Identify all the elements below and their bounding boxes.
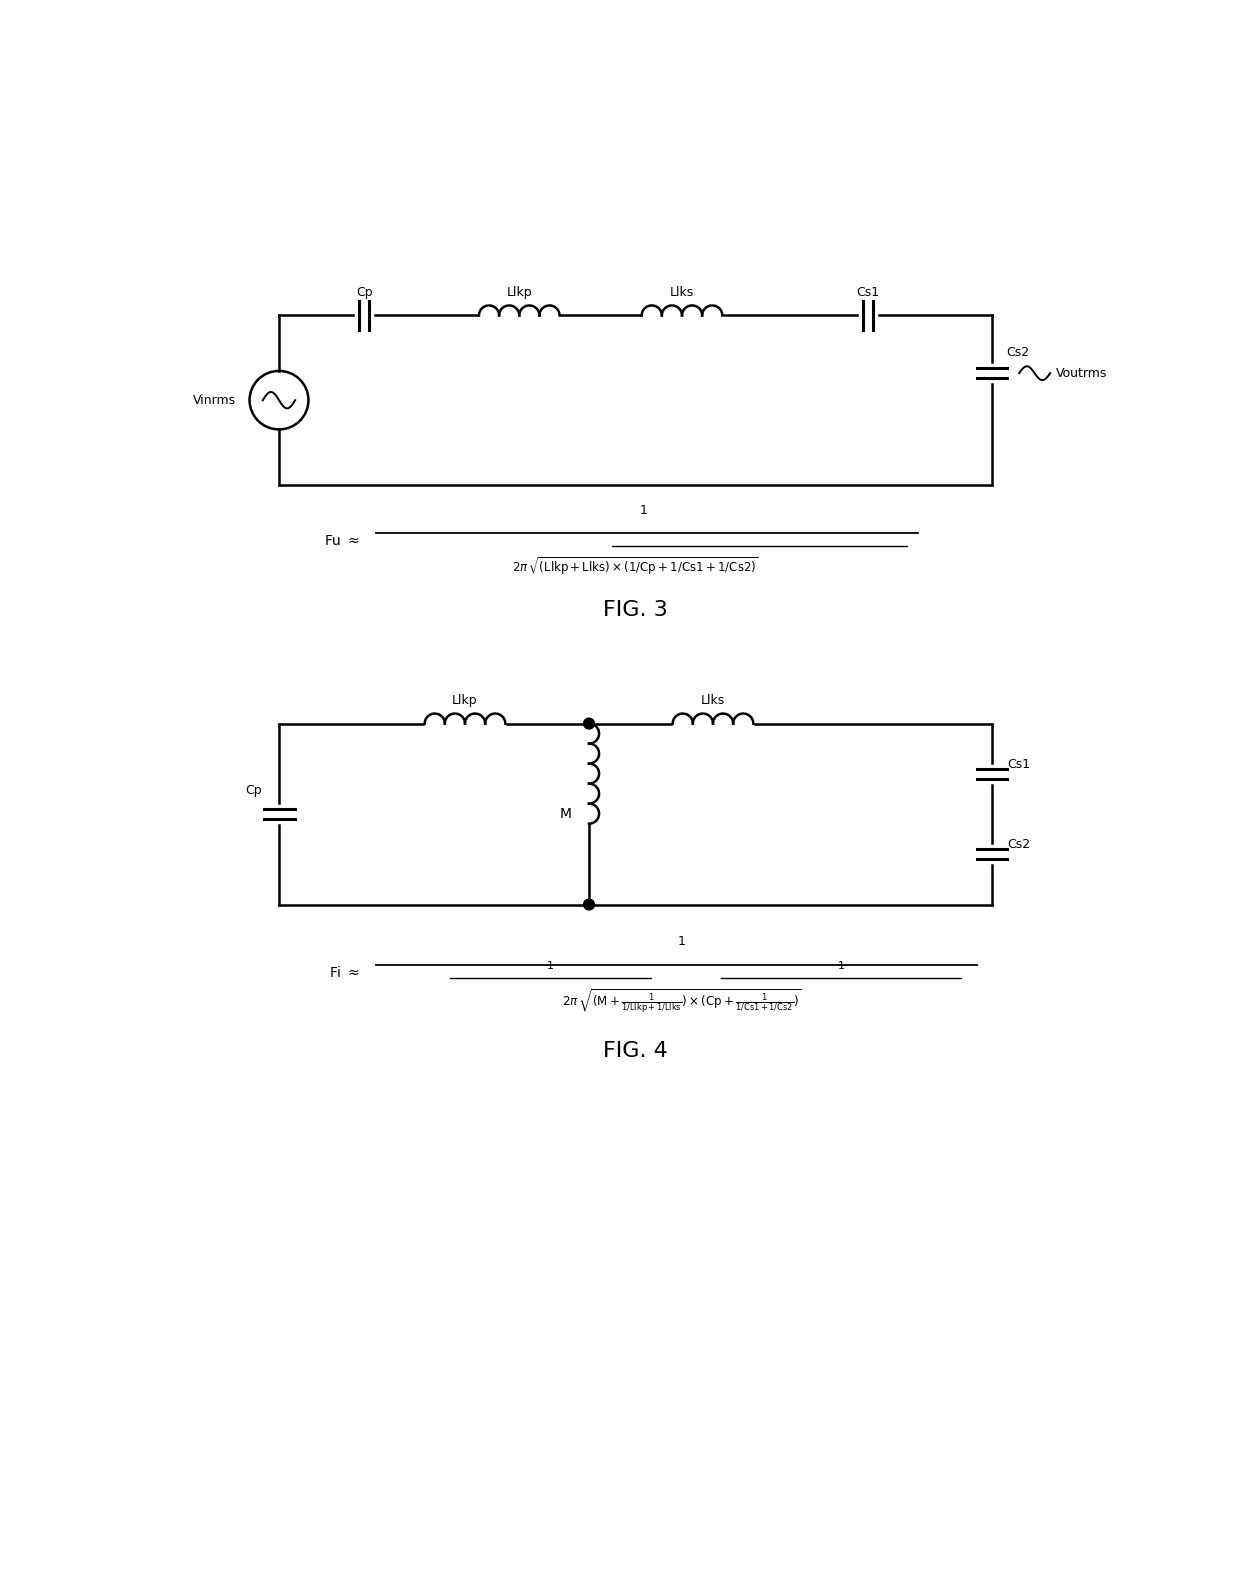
Text: Cp: Cp xyxy=(246,784,262,798)
Text: Cs1: Cs1 xyxy=(857,285,879,299)
Text: Cs2: Cs2 xyxy=(1007,839,1030,852)
Text: Vinrms: Vinrms xyxy=(193,394,237,407)
Text: 1: 1 xyxy=(640,503,647,516)
Text: FIG. 4: FIG. 4 xyxy=(603,1040,668,1061)
Text: FIG. 3: FIG. 3 xyxy=(603,600,668,619)
Text: Llkp: Llkp xyxy=(453,693,477,706)
Text: 1: 1 xyxy=(547,961,554,970)
Text: Llks: Llks xyxy=(670,285,694,299)
Text: $2\pi\,\sqrt{(\mathrm{M+}\frac{1}{\mathrm{1/Llkp+1/Llks}})\times(\mathrm{Cp+}\fr: $2\pi\,\sqrt{(\mathrm{M+}\frac{1}{\mathr… xyxy=(562,986,802,1015)
Text: 1: 1 xyxy=(678,936,686,948)
Circle shape xyxy=(584,719,594,728)
Circle shape xyxy=(584,899,594,910)
Text: $2\pi\,\sqrt{(\mathrm{Llkp+Llks})\times(\mathrm{1/Cp+1/Cs1+1/Cs2})}$: $2\pi\,\sqrt{(\mathrm{Llkp+Llks})\times(… xyxy=(512,556,759,576)
Text: Llks: Llks xyxy=(701,693,725,706)
Text: 1: 1 xyxy=(837,961,844,970)
Text: Fi $\approx$: Fi $\approx$ xyxy=(330,964,361,980)
Text: Fu $\approx$: Fu $\approx$ xyxy=(325,533,361,548)
Text: Cs1: Cs1 xyxy=(1007,758,1030,771)
Text: M: M xyxy=(560,807,572,822)
Text: Cp: Cp xyxy=(356,285,372,299)
Text: Voutrms: Voutrms xyxy=(1056,367,1107,380)
Text: Cs2: Cs2 xyxy=(1006,347,1029,359)
Text: Llkp: Llkp xyxy=(506,285,532,299)
